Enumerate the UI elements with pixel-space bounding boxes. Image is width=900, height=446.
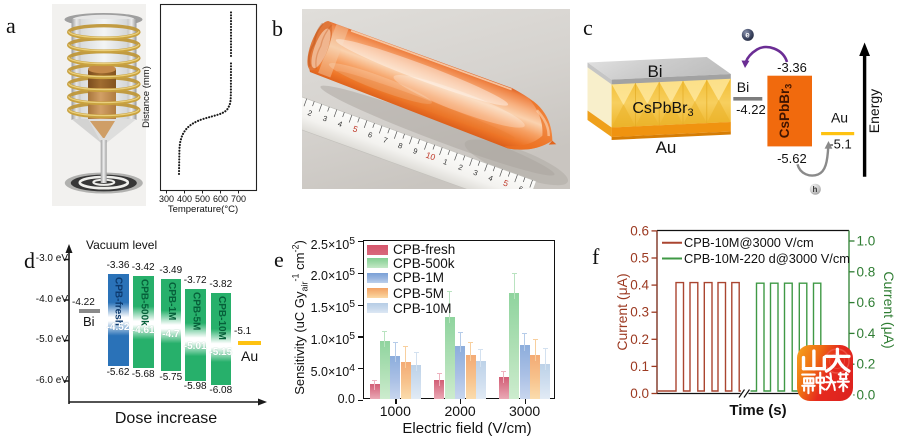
svg-text:6: 6 — [367, 130, 374, 140]
svg-text:Bi: Bi — [737, 79, 749, 95]
svg-text:Bi: Bi — [647, 62, 662, 81]
svg-text:300: 300 — [159, 194, 174, 204]
svg-text:2: 2 — [457, 162, 464, 172]
svg-text:-5.1: -5.1 — [829, 137, 851, 152]
svg-text:0.2: 0.2 — [630, 332, 649, 347]
svg-text:Distance (mm): Distance (mm) — [141, 66, 152, 128]
svg-text:h: h — [813, 185, 818, 194]
svg-text:CPB-10M@3000 V/cm: CPB-10M@3000 V/cm — [684, 235, 814, 250]
svg-text:e: e — [745, 31, 750, 40]
svg-text:4: 4 — [337, 119, 344, 129]
svg-text:Energy: Energy — [866, 89, 882, 133]
svg-text:500: 500 — [195, 194, 210, 204]
svg-text:1: 1 — [442, 157, 449, 167]
svg-text:6: 6 — [517, 184, 524, 189]
svg-text:0.4: 0.4 — [630, 278, 649, 293]
svg-text:0.0: 0.0 — [630, 386, 649, 401]
svg-text:700: 700 — [231, 194, 246, 204]
svg-text:0.4: 0.4 — [857, 326, 876, 341]
svg-text:3: 3 — [322, 114, 329, 124]
svg-text:0.1: 0.1 — [630, 359, 649, 374]
svg-text:10: 10 — [424, 150, 437, 163]
svg-text:Time (s): Time (s) — [729, 402, 786, 419]
svg-text:4: 4 — [487, 173, 494, 183]
svg-text:9: 9 — [412, 146, 419, 156]
svg-text:CsPbBr3: CsPbBr3 — [632, 100, 693, 119]
svg-text:0.8: 0.8 — [857, 264, 876, 279]
svg-text:-4.22: -4.22 — [736, 102, 766, 117]
svg-text:1.0: 1.0 — [857, 234, 876, 249]
svg-text:400: 400 — [177, 194, 192, 204]
svg-text:Temperature(°C): Temperature(°C) — [168, 204, 238, 214]
svg-text:2: 2 — [307, 108, 314, 118]
svg-text:8: 8 — [397, 141, 404, 151]
svg-text:0.0: 0.0 — [857, 388, 876, 403]
svg-text:0.6: 0.6 — [857, 295, 876, 310]
svg-text:-5.62: -5.62 — [777, 151, 807, 166]
svg-text:5: 5 — [502, 178, 510, 189]
svg-text:3: 3 — [472, 168, 479, 178]
svg-text:0.3: 0.3 — [630, 305, 649, 320]
svg-text:0.6: 0.6 — [630, 225, 649, 238]
svg-text:-3.36: -3.36 — [777, 60, 807, 75]
svg-text:0.5: 0.5 — [630, 251, 649, 266]
svg-text:CsPbBr3: CsPbBr3 — [777, 84, 794, 139]
svg-text:7: 7 — [382, 135, 389, 145]
svg-text:Au: Au — [831, 110, 848, 126]
svg-text:Au: Au — [656, 138, 677, 157]
svg-text:5: 5 — [351, 123, 359, 134]
svg-text:0.2: 0.2 — [857, 357, 876, 372]
svg-text:Current (μA): Current (μA) — [614, 273, 630, 350]
svg-text:Current (μA): Current (μA) — [881, 271, 897, 348]
svg-text:CPB-10M-220 d@3000 V/cm: CPB-10M-220 d@3000 V/cm — [684, 251, 850, 266]
svg-text:600: 600 — [213, 194, 228, 204]
